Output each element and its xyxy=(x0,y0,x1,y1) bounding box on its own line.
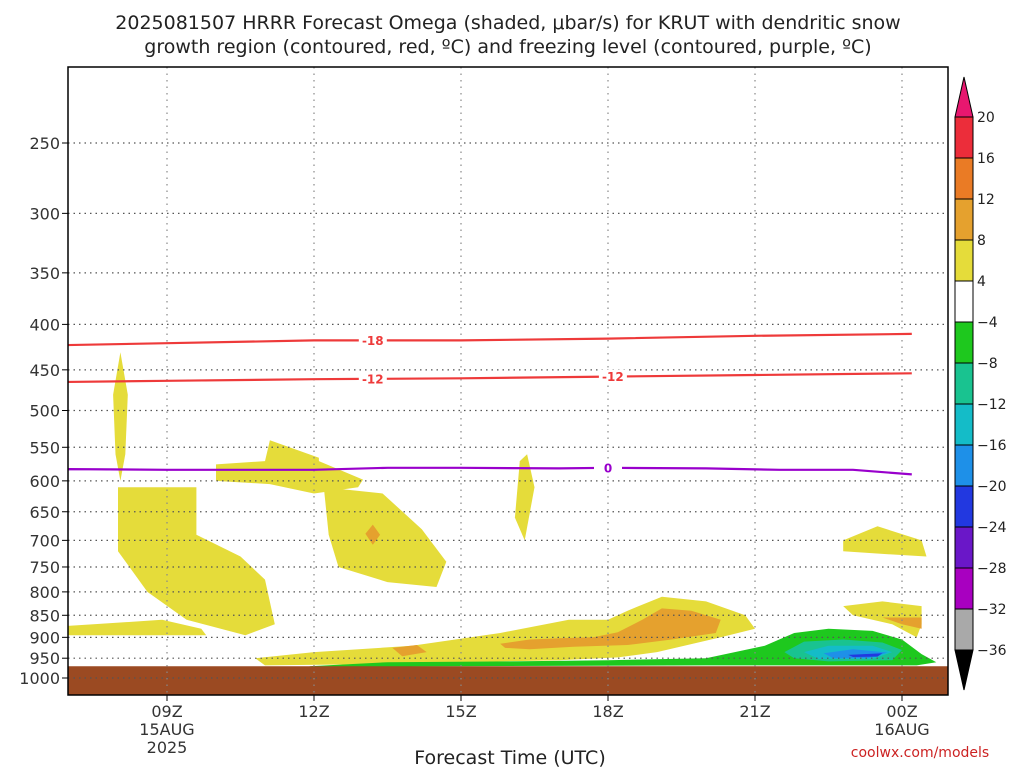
y-tick-label-350: 350 xyxy=(29,264,60,283)
colorbar-band-9 xyxy=(954,485,974,528)
colorbar-label-12: −32 xyxy=(977,602,1007,618)
colorbar-label-13: −36 xyxy=(977,643,1007,659)
x-tick-label-2: 15Z xyxy=(445,702,476,721)
y-tick-label-700: 700 xyxy=(29,531,60,550)
omega-region-12 xyxy=(365,524,381,545)
x-tick-year-0: 2025 xyxy=(147,738,188,757)
colorbar-band-0 xyxy=(954,116,974,159)
x-tick-label-1: 12Z xyxy=(298,702,329,721)
y-tick-label-850: 850 xyxy=(29,606,60,625)
colorbar-band-5 xyxy=(954,321,974,364)
x-tick-date-5: 16AUG xyxy=(874,720,929,739)
colorbar-label-10: −24 xyxy=(977,520,1007,536)
x-axis-label: Forecast Time (UTC) xyxy=(414,747,605,768)
y-tick-label-600: 600 xyxy=(29,472,60,491)
colorbar-band-8 xyxy=(954,444,974,487)
chart-title-line1: 2025081507 HRRR Forecast Omega (shaded, … xyxy=(115,12,900,34)
omega-region-7 xyxy=(843,526,927,557)
contour-label-bg-1-1 xyxy=(598,369,627,384)
omega-region-1 xyxy=(216,440,363,494)
contour-label-bg-1-0 xyxy=(358,371,387,386)
contour-label-1-0: -12 xyxy=(362,372,384,386)
colorbar-label-9: −20 xyxy=(977,479,1007,495)
omega-region-9 xyxy=(255,596,755,666)
colorbar-label-4: 4 xyxy=(977,274,986,290)
colorbar-band-3 xyxy=(954,239,974,282)
colorbar-band-1 xyxy=(954,157,974,200)
plot-frame xyxy=(67,66,949,696)
omega-region-0 xyxy=(113,352,128,481)
colorbar-band-6 xyxy=(954,362,974,405)
contour-label-bg-0-0 xyxy=(358,333,387,348)
plot-area: -18 -12 -12 0 250 300 350 400 450 500 550 600 650 700… xyxy=(19,66,949,757)
colorbar-label-8: −16 xyxy=(977,438,1007,454)
colorbar-band-11 xyxy=(954,567,974,610)
colorbar-label-11: −28 xyxy=(977,561,1007,577)
x-tick-label-3: 18Z xyxy=(592,702,623,721)
omega-region-4 xyxy=(514,454,535,541)
omega-region-10 xyxy=(500,608,721,650)
y-tick-label-550: 550 xyxy=(29,438,60,457)
chart-title-line2: growth region (contoured, red, ºC) and f… xyxy=(144,36,871,58)
y-tick-label-950: 950 xyxy=(29,649,60,668)
colorbar-band-12 xyxy=(954,608,974,651)
colorbar-label-1: 16 xyxy=(977,151,995,167)
colorbar-band-10 xyxy=(954,526,974,569)
y-tick-label-300: 300 xyxy=(29,204,60,223)
omega-region-5 xyxy=(68,619,207,636)
x-tick-label-0: 09Z xyxy=(151,702,182,721)
colorbar: 20 16 12 8 4 −4 −8 −12 −16 −20 −24 −28 −32 −36 xyxy=(954,76,1007,691)
contour-label-1-1: -12 xyxy=(602,370,624,384)
contour-line-1 xyxy=(68,372,912,384)
colorbar-label-2: 12 xyxy=(977,192,995,208)
omega-region-2 xyxy=(118,487,275,636)
y-tick-label-450: 450 xyxy=(29,361,60,380)
y-tick-label-650: 650 xyxy=(29,503,60,522)
colorbar-label-7: −12 xyxy=(977,397,1007,413)
colorbar-label-0: 20 xyxy=(977,110,995,126)
colorbar-label-3: 8 xyxy=(977,233,986,249)
y-tick-label-250: 250 xyxy=(29,134,60,153)
y-tick-label-500: 500 xyxy=(29,402,60,421)
x-tick-label-5: 00Z xyxy=(886,702,917,721)
y-tick-label-400: 400 xyxy=(29,315,60,334)
contour-line-0 xyxy=(68,332,912,347)
omega-region-11 xyxy=(392,645,427,657)
y-tick-label-800: 800 xyxy=(29,583,60,602)
ground-surface xyxy=(68,666,948,695)
contour-label-0-0: -18 xyxy=(362,334,384,348)
omega-region-3 xyxy=(323,487,447,587)
credit-text: coolwx.com/models xyxy=(851,745,989,761)
colorbar-band-7 xyxy=(954,403,974,446)
x-tick-label-4: 21Z xyxy=(739,702,770,721)
omega-region-8 xyxy=(843,601,922,638)
colorbar-band-4 xyxy=(954,280,974,323)
colorbar-top-arrow xyxy=(954,76,974,118)
contour-label-2-0: 0 xyxy=(604,461,612,475)
contour-line-2 xyxy=(68,466,912,476)
omega-region-14 xyxy=(309,628,937,667)
colorbar-bottom-arrow xyxy=(954,649,974,691)
colorbar-band-2 xyxy=(954,198,974,241)
colorbar-label-6: −8 xyxy=(977,356,998,372)
x-tick-date-0: 15AUG xyxy=(139,720,194,739)
plot-inner: -18 -12 -12 0 xyxy=(68,67,948,695)
y-tick-label-900: 900 xyxy=(29,628,60,647)
contour-label-bg-2-0 xyxy=(594,460,622,475)
omega-region-18 xyxy=(848,653,883,657)
omega-region-13 xyxy=(882,617,922,629)
colorbar-label-5: −4 xyxy=(977,315,998,331)
y-tick-label-750: 750 xyxy=(29,558,60,577)
y-tick-label-1000: 1000 xyxy=(19,669,60,688)
